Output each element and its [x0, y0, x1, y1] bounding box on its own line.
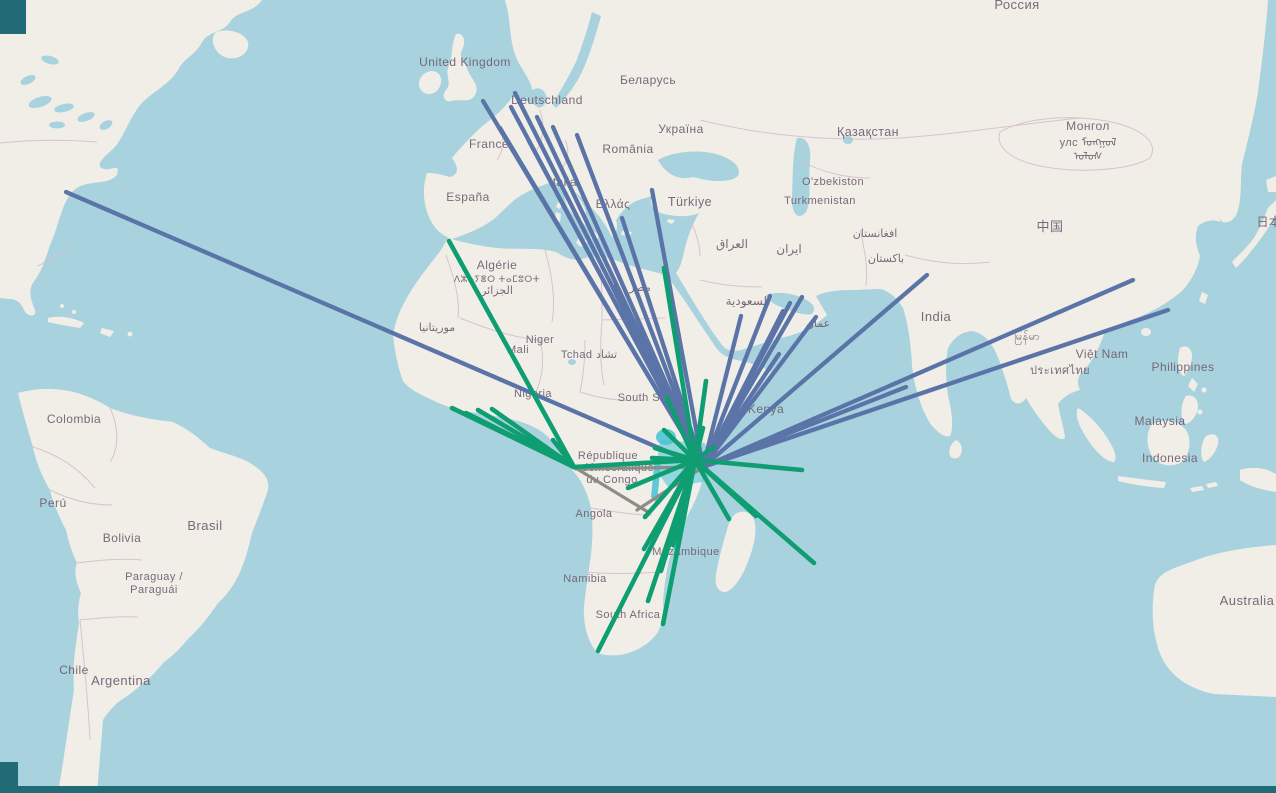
deep-sea-tile: [0, 762, 18, 793]
country-label: Україна: [658, 122, 703, 136]
country-label: România: [602, 142, 653, 156]
route-line-regional[interactable]: [645, 457, 698, 604]
country-label: Argentina: [91, 673, 151, 688]
route-line-regional[interactable]: [692, 457, 805, 473]
country-label: South Africa: [596, 609, 661, 621]
country-label: O'zbekiston: [802, 176, 864, 188]
route-line-regional[interactable]: [661, 427, 698, 463]
country-label: Việt Nam: [1076, 347, 1129, 361]
country-label: Беларусь: [620, 73, 676, 87]
route-line-regional[interactable]: [692, 457, 732, 522]
country-label: Niger: [526, 334, 555, 346]
country-label: الجزائر: [480, 285, 513, 297]
route-line-regional[interactable]: [446, 238, 577, 470]
route-line-international[interactable]: [63, 189, 706, 470]
route-lines: [63, 90, 1171, 654]
country-label: Philippines: [1152, 360, 1215, 374]
route-line-international[interactable]: [700, 272, 930, 470]
country-label: Türkiye: [668, 195, 712, 209]
country-label: Paraguay /: [125, 571, 183, 583]
route-line-regional[interactable]: [664, 395, 698, 463]
country-label: မြန်မာ: [1014, 329, 1040, 345]
country-label: Indonesia: [1142, 451, 1198, 465]
country-label: 中国: [1037, 219, 1064, 234]
route-line-regional[interactable]: [595, 457, 698, 654]
country-label: ประเทศไทย: [1030, 364, 1090, 377]
route-line-international[interactable]: [613, 283, 706, 470]
route-line-regional[interactable]: [449, 405, 577, 470]
country-label: улс ᠮᠣᠩᠭᠣᠯ: [1060, 136, 1117, 149]
route-line-regional[interactable]: [692, 457, 817, 566]
country-label: موريتانيا: [419, 322, 455, 334]
route-line-regional[interactable]: [625, 457, 698, 491]
country-label: India: [921, 309, 952, 324]
route-line-international[interactable]: [700, 293, 773, 470]
country-label: ⴷⵣⴰⵢⴻⵔ ⵜⴰⵎⵓⵔⵜ: [454, 274, 540, 284]
country-label: ايران: [776, 242, 801, 257]
route-line-regional[interactable]: [571, 457, 698, 470]
country-label: Algérie: [477, 258, 518, 272]
route-line-international[interactable]: [574, 132, 706, 470]
country-label: العراق: [716, 237, 748, 252]
country-label: Malaysia: [1135, 414, 1186, 428]
route-line-international[interactable]: [649, 187, 706, 470]
country-label: France: [469, 137, 509, 151]
deep-sea-tile: [0, 786, 1276, 793]
route-line-regional[interactable]: [660, 457, 698, 627]
route-line-international[interactable]: [700, 307, 1171, 470]
country-label: Perú: [39, 496, 66, 510]
country-label: Chile: [59, 663, 89, 677]
route-line-international[interactable]: [700, 277, 1136, 470]
country-label: Paraguái: [130, 584, 178, 596]
country-label: Россия: [994, 0, 1039, 12]
country-label: السعودية: [726, 294, 771, 309]
country-label: افغانستان: [853, 228, 898, 240]
route-line-regional[interactable]: [489, 406, 577, 470]
map-labels: Россия United Kingdom Беларусь Deutschland У…: [39, 0, 1276, 688]
route-line-regional[interactable]: [692, 444, 717, 463]
country-label: Australia: [1220, 593, 1275, 608]
route-line-regional[interactable]: [692, 378, 709, 463]
route-line-international[interactable]: [497, 125, 706, 470]
route-line-regional[interactable]: [661, 265, 698, 463]
route-line-regional[interactable]: [642, 457, 698, 520]
country-label: Namibia: [563, 573, 607, 585]
country-label: ᠤᠯᠤᠰ: [1074, 151, 1103, 163]
country-label: Deutschland: [511, 93, 583, 107]
country-label: United Kingdom: [419, 55, 511, 69]
country-label: Angola: [576, 508, 613, 520]
country-label: Brasil: [187, 518, 222, 533]
country-label: Қазақстан: [837, 125, 899, 139]
country-label: Bolivia: [103, 531, 142, 545]
inland-water: [20, 12, 853, 365]
country-label: España: [446, 190, 489, 204]
country-label: باكستان: [868, 253, 904, 265]
country-label: Colombia: [47, 412, 101, 426]
deep-sea-tile: [0, 0, 26, 34]
country-label: Turkmenistan: [784, 195, 856, 207]
country-label: République: [578, 450, 638, 462]
country-label: Монгол: [1066, 119, 1110, 133]
country-label: Tchad تشاد: [561, 349, 617, 361]
country-label: 日本: [1257, 215, 1276, 229]
route-line-other[interactable]: [572, 465, 650, 514]
route-line-international[interactable]: [700, 313, 744, 470]
